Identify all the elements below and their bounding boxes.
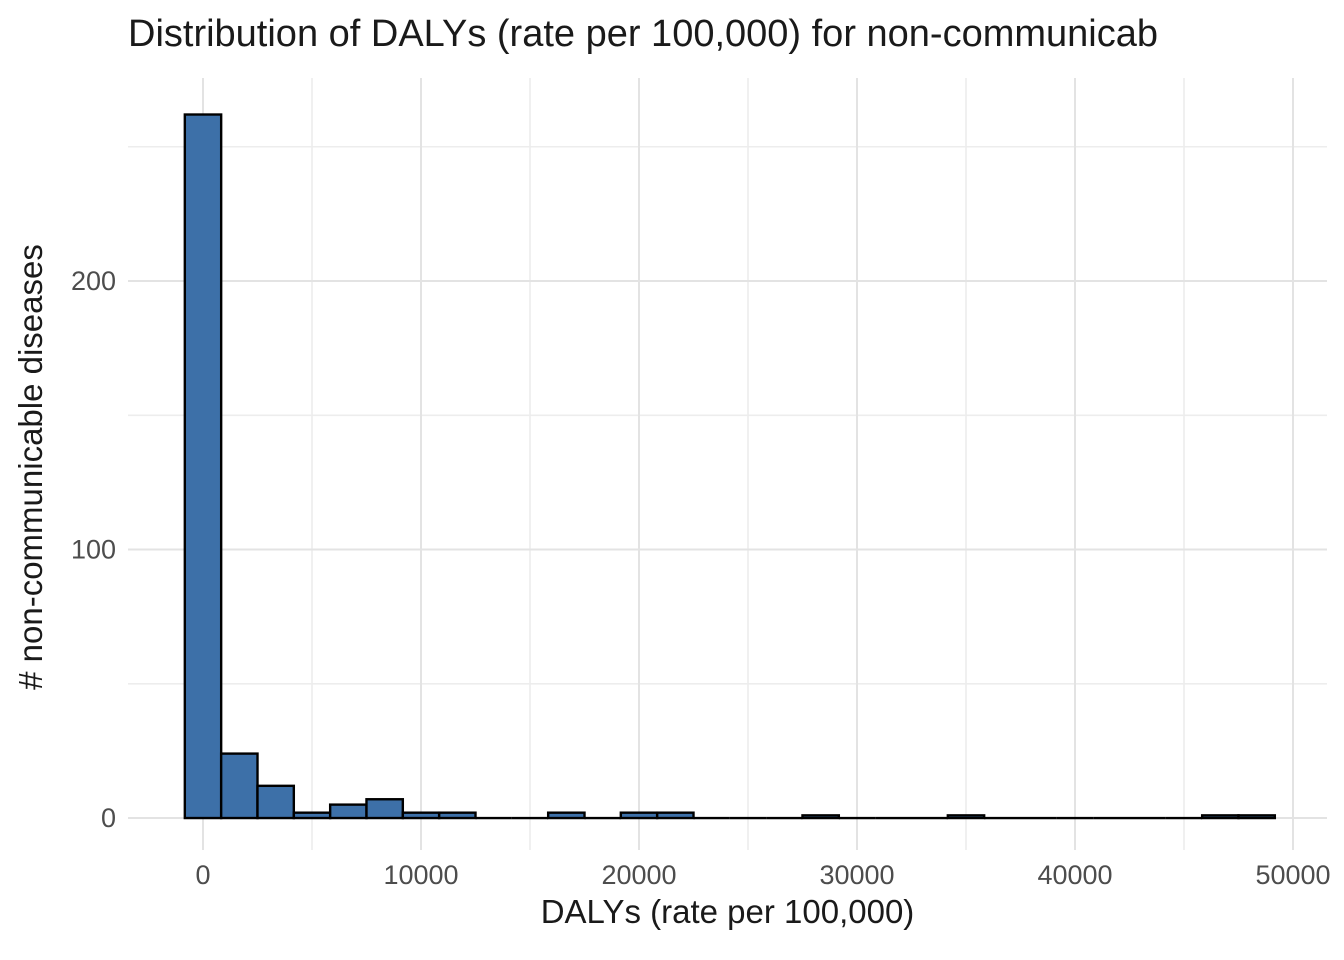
plot-title: Distribution of DALYs (rate per 100,000)… [128, 13, 1159, 55]
histogram-bar [292, 811, 332, 820]
y-tick-label: 100 [71, 535, 116, 565]
histogram-bar [328, 803, 368, 820]
histogram-bar [437, 811, 477, 820]
x-tick-label: 20000 [601, 860, 676, 890]
x-tick-label: 0 [195, 860, 210, 890]
x-tick-label: 40000 [1037, 860, 1112, 890]
major-gridlines [128, 78, 1327, 850]
histogram-bar [655, 811, 695, 820]
histogram-bar [365, 798, 405, 820]
histogram-bar [219, 752, 259, 820]
histogram-bar [946, 814, 986, 820]
y-axis-title: # non-communicable diseases [12, 244, 49, 690]
y-tick-label: 200 [71, 266, 116, 296]
x-tick-labels: 0 10000 20000 30000 40000 50000 [195, 860, 1330, 890]
histogram-bar [1200, 814, 1240, 820]
histogram-bar [256, 784, 296, 820]
histogram-bar [801, 814, 841, 820]
x-tick-label: 50000 [1255, 860, 1330, 890]
histogram-bar [619, 811, 659, 820]
histogram-bar [183, 113, 223, 820]
y-tick-label: 0 [101, 803, 116, 833]
x-axis-title: DALYs (rate per 100,000) [540, 893, 915, 930]
x-tick-label: 10000 [383, 860, 458, 890]
histogram-bars [183, 113, 1277, 820]
histogram-bar [1237, 814, 1277, 820]
x-tick-label: 30000 [819, 860, 894, 890]
histogram-bar [401, 811, 441, 820]
y-tick-labels: 0 100 200 [71, 266, 116, 833]
histogram-bar [546, 811, 586, 820]
minor-gridlines [128, 78, 1327, 850]
